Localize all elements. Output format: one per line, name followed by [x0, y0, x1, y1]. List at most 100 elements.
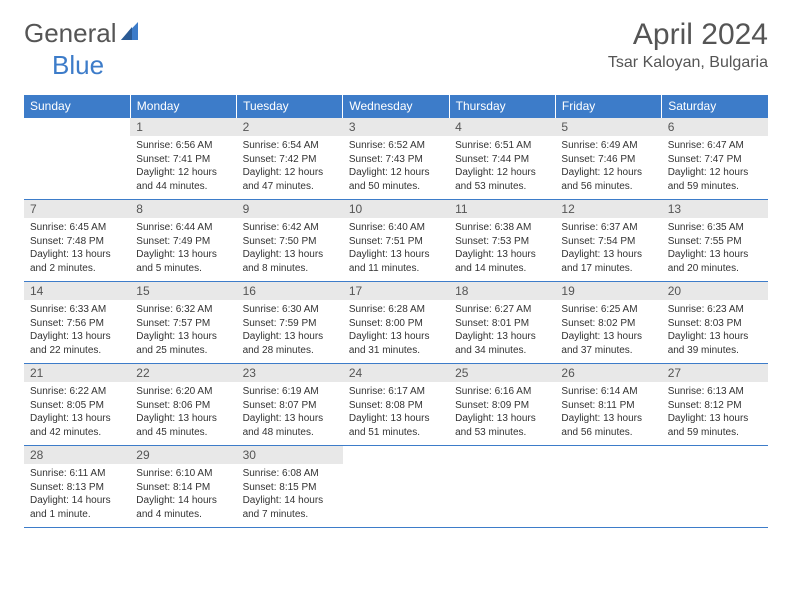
sunrise-text: Sunrise: 6:25 AM [561, 303, 655, 317]
day-number: 27 [662, 364, 768, 382]
calendar-day-cell: 9Sunrise: 6:42 AMSunset: 7:50 PMDaylight… [237, 200, 343, 282]
day-number: 3 [343, 118, 449, 136]
daylight-text: Daylight: 14 hours and 7 minutes. [243, 494, 337, 521]
day-number: 8 [130, 200, 236, 218]
day-details: Sunrise: 6:42 AMSunset: 7:50 PMDaylight:… [237, 218, 343, 281]
sunset-text: Sunset: 8:14 PM [136, 481, 230, 495]
day-number: 14 [24, 282, 130, 300]
day-number: 21 [24, 364, 130, 382]
day-number: 2 [237, 118, 343, 136]
sunrise-text: Sunrise: 6:42 AM [243, 221, 337, 235]
location-label: Tsar Kaloyan, Bulgaria [608, 54, 768, 72]
day-number: 22 [130, 364, 236, 382]
day-number: 7 [24, 200, 130, 218]
day-details: Sunrise: 6:28 AMSunset: 8:00 PMDaylight:… [343, 300, 449, 363]
sunset-text: Sunset: 8:07 PM [243, 399, 337, 413]
sunset-text: Sunset: 7:43 PM [349, 153, 443, 167]
weekday-header: Wednesday [343, 95, 449, 118]
daylight-text: Daylight: 13 hours and 39 minutes. [668, 330, 762, 357]
calendar-day-cell: 24Sunrise: 6:17 AMSunset: 8:08 PMDayligh… [343, 364, 449, 446]
calendar-day-cell: 16Sunrise: 6:30 AMSunset: 7:59 PMDayligh… [237, 282, 343, 364]
sunset-text: Sunset: 7:50 PM [243, 235, 337, 249]
sunset-text: Sunset: 8:13 PM [30, 481, 124, 495]
day-details: Sunrise: 6:37 AMSunset: 7:54 PMDaylight:… [555, 218, 661, 281]
daylight-text: Daylight: 13 hours and 56 minutes. [561, 412, 655, 439]
sunset-text: Sunset: 8:01 PM [455, 317, 549, 331]
day-number: 1 [130, 118, 236, 136]
day-number: 28 [24, 446, 130, 464]
weekday-header: Saturday [662, 95, 768, 118]
sunset-text: Sunset: 7:55 PM [668, 235, 762, 249]
calendar-day-cell: 2Sunrise: 6:54 AMSunset: 7:42 PMDaylight… [237, 118, 343, 200]
daylight-text: Daylight: 12 hours and 44 minutes. [136, 166, 230, 193]
weekday-header: Sunday [24, 95, 130, 118]
sunset-text: Sunset: 8:05 PM [30, 399, 124, 413]
day-details: Sunrise: 6:38 AMSunset: 7:53 PMDaylight:… [449, 218, 555, 281]
sunset-text: Sunset: 8:03 PM [668, 317, 762, 331]
day-details: Sunrise: 6:33 AMSunset: 7:56 PMDaylight:… [24, 300, 130, 363]
sunrise-text: Sunrise: 6:51 AM [455, 139, 549, 153]
sunrise-text: Sunrise: 6:08 AM [243, 467, 337, 481]
daylight-text: Daylight: 12 hours and 59 minutes. [668, 166, 762, 193]
day-number: 10 [343, 200, 449, 218]
sunset-text: Sunset: 8:15 PM [243, 481, 337, 495]
sunset-text: Sunset: 7:57 PM [136, 317, 230, 331]
daylight-text: Daylight: 13 hours and 37 minutes. [561, 330, 655, 357]
day-details: Sunrise: 6:54 AMSunset: 7:42 PMDaylight:… [237, 136, 343, 199]
weekday-header: Friday [555, 95, 661, 118]
day-number: 9 [237, 200, 343, 218]
daylight-text: Daylight: 13 hours and 20 minutes. [668, 248, 762, 275]
calendar-day-cell: 28Sunrise: 6:11 AMSunset: 8:13 PMDayligh… [24, 446, 130, 528]
calendar-day-cell [343, 446, 449, 528]
day-details: Sunrise: 6:52 AMSunset: 7:43 PMDaylight:… [343, 136, 449, 199]
calendar-day-cell: 25Sunrise: 6:16 AMSunset: 8:09 PMDayligh… [449, 364, 555, 446]
daylight-text: Daylight: 12 hours and 47 minutes. [243, 166, 337, 193]
calendar-day-cell: 29Sunrise: 6:10 AMSunset: 8:14 PMDayligh… [130, 446, 236, 528]
day-number: 20 [662, 282, 768, 300]
sunrise-text: Sunrise: 6:11 AM [30, 467, 124, 481]
calendar-day-cell: 18Sunrise: 6:27 AMSunset: 8:01 PMDayligh… [449, 282, 555, 364]
calendar-week-row: 14Sunrise: 6:33 AMSunset: 7:56 PMDayligh… [24, 282, 768, 364]
daylight-text: Daylight: 13 hours and 28 minutes. [243, 330, 337, 357]
sunrise-text: Sunrise: 6:44 AM [136, 221, 230, 235]
day-details: Sunrise: 6:51 AMSunset: 7:44 PMDaylight:… [449, 136, 555, 199]
sunrise-text: Sunrise: 6:27 AM [455, 303, 549, 317]
calendar-day-cell: 5Sunrise: 6:49 AMSunset: 7:46 PMDaylight… [555, 118, 661, 200]
month-title: April 2024 [608, 18, 768, 52]
calendar-day-cell: 13Sunrise: 6:35 AMSunset: 7:55 PMDayligh… [662, 200, 768, 282]
calendar-day-cell [449, 446, 555, 528]
day-details: Sunrise: 6:17 AMSunset: 8:08 PMDaylight:… [343, 382, 449, 445]
day-details: Sunrise: 6:20 AMSunset: 8:06 PMDaylight:… [130, 382, 236, 445]
weekday-header: Thursday [449, 95, 555, 118]
sunset-text: Sunset: 8:12 PM [668, 399, 762, 413]
calendar-day-cell: 14Sunrise: 6:33 AMSunset: 7:56 PMDayligh… [24, 282, 130, 364]
sunrise-text: Sunrise: 6:14 AM [561, 385, 655, 399]
calendar-day-cell: 11Sunrise: 6:38 AMSunset: 7:53 PMDayligh… [449, 200, 555, 282]
calendar-day-cell: 4Sunrise: 6:51 AMSunset: 7:44 PMDaylight… [449, 118, 555, 200]
day-details: Sunrise: 6:08 AMSunset: 8:15 PMDaylight:… [237, 464, 343, 527]
day-number: 13 [662, 200, 768, 218]
calendar-day-cell: 10Sunrise: 6:40 AMSunset: 7:51 PMDayligh… [343, 200, 449, 282]
calendar-day-cell: 19Sunrise: 6:25 AMSunset: 8:02 PMDayligh… [555, 282, 661, 364]
day-number: 18 [449, 282, 555, 300]
day-details: Sunrise: 6:10 AMSunset: 8:14 PMDaylight:… [130, 464, 236, 527]
sunrise-text: Sunrise: 6:30 AM [243, 303, 337, 317]
daylight-text: Daylight: 13 hours and 53 minutes. [455, 412, 549, 439]
logo-text-general: General [24, 18, 117, 49]
sunrise-text: Sunrise: 6:32 AM [136, 303, 230, 317]
sunset-text: Sunset: 7:59 PM [243, 317, 337, 331]
daylight-text: Daylight: 13 hours and 51 minutes. [349, 412, 443, 439]
sunrise-text: Sunrise: 6:56 AM [136, 139, 230, 153]
sunset-text: Sunset: 7:44 PM [455, 153, 549, 167]
daylight-text: Daylight: 13 hours and 48 minutes. [243, 412, 337, 439]
day-number: 12 [555, 200, 661, 218]
day-number: 11 [449, 200, 555, 218]
daylight-text: Daylight: 13 hours and 59 minutes. [668, 412, 762, 439]
daylight-text: Daylight: 13 hours and 17 minutes. [561, 248, 655, 275]
day-details: Sunrise: 6:16 AMSunset: 8:09 PMDaylight:… [449, 382, 555, 445]
logo-sail-icon [121, 18, 143, 49]
sunrise-text: Sunrise: 6:20 AM [136, 385, 230, 399]
sunset-text: Sunset: 7:51 PM [349, 235, 443, 249]
sunset-text: Sunset: 8:09 PM [455, 399, 549, 413]
sunset-text: Sunset: 8:08 PM [349, 399, 443, 413]
